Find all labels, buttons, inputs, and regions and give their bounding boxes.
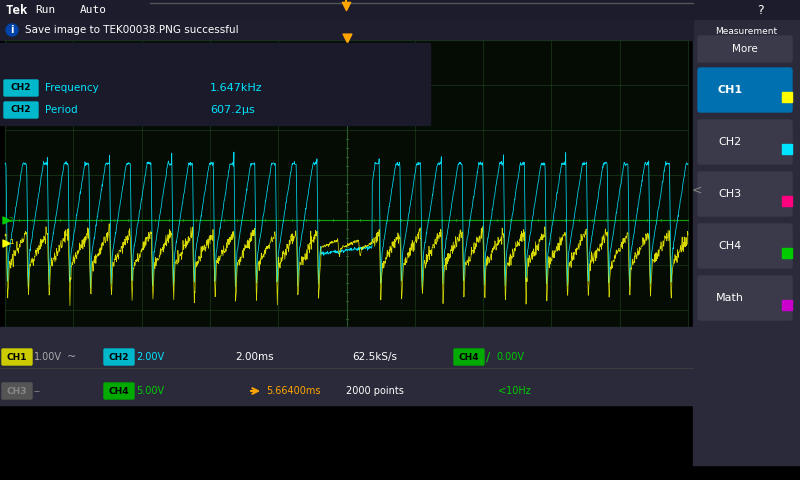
Text: 2000 points: 2000 points	[346, 386, 404, 396]
Text: Period: Period	[45, 105, 78, 115]
Text: 62.5kS/s: 62.5kS/s	[353, 352, 398, 362]
Text: i: i	[10, 25, 14, 35]
Bar	[782, 92, 792, 102]
Text: 5.66400ms: 5.66400ms	[266, 386, 321, 396]
Text: Remove: Remove	[728, 346, 764, 355]
Text: 607.2μs: 607.2μs	[210, 105, 254, 115]
Text: CH2: CH2	[718, 137, 742, 147]
Bar	[782, 196, 792, 206]
FancyBboxPatch shape	[698, 120, 792, 164]
Text: CH4: CH4	[718, 241, 742, 251]
Point	[0, 239, 13, 246]
Bar	[693, 20, 800, 465]
Text: <: <	[692, 183, 702, 196]
Circle shape	[6, 24, 18, 36]
Text: All: All	[740, 358, 752, 367]
FancyBboxPatch shape	[698, 224, 792, 268]
Bar	[0, 43, 430, 125]
Bar	[0, 20, 693, 405]
FancyBboxPatch shape	[698, 68, 792, 112]
FancyBboxPatch shape	[698, 172, 792, 216]
Text: CH2: CH2	[10, 84, 31, 93]
Text: Tek: Tek	[5, 3, 27, 16]
Bar	[0, 327, 800, 405]
FancyBboxPatch shape	[104, 349, 134, 365]
Text: CH1: CH1	[718, 85, 742, 95]
Text: 0.00V: 0.00V	[496, 352, 524, 362]
Point	[340, 34, 353, 42]
Text: CH1: CH1	[6, 352, 27, 361]
Text: CH2: CH2	[109, 352, 130, 361]
Text: ?: ?	[757, 3, 763, 16]
FancyBboxPatch shape	[104, 383, 134, 399]
Text: Save image to TEK00038.PNG successful: Save image to TEK00038.PNG successful	[25, 25, 238, 35]
Bar	[782, 144, 792, 154]
Text: Frequency: Frequency	[45, 83, 98, 93]
Text: Run: Run	[35, 5, 55, 15]
Bar	[782, 248, 792, 258]
FancyBboxPatch shape	[4, 102, 38, 118]
Text: 1.00V: 1.00V	[34, 352, 62, 362]
Text: CH2: CH2	[10, 106, 31, 115]
Point	[339, 2, 352, 10]
FancyBboxPatch shape	[2, 349, 32, 365]
Text: More: More	[732, 44, 758, 54]
Bar	[782, 300, 792, 310]
Text: 1: 1	[9, 240, 14, 245]
Text: Measurement: Measurement	[715, 27, 777, 36]
Text: 1.647kHz: 1.647kHz	[210, 83, 262, 93]
Text: <10Hz: <10Hz	[498, 386, 530, 396]
FancyBboxPatch shape	[2, 383, 32, 399]
Text: CH3: CH3	[718, 189, 742, 199]
Text: 2: 2	[9, 217, 14, 223]
FancyBboxPatch shape	[698, 276, 792, 320]
Bar	[0, 20, 693, 40]
Point	[0, 216, 13, 224]
Text: /: /	[486, 350, 490, 363]
Text: --: --	[34, 386, 41, 396]
Text: Math: Math	[716, 293, 744, 303]
Bar	[0, 0, 800, 20]
Bar	[5, 40, 688, 400]
FancyBboxPatch shape	[454, 349, 484, 365]
Text: Auto: Auto	[80, 5, 107, 15]
Text: 2.00ms: 2.00ms	[236, 352, 274, 362]
Text: 2.00V: 2.00V	[136, 352, 164, 362]
Text: Measurements: Measurements	[715, 370, 777, 379]
Text: CH4: CH4	[458, 352, 479, 361]
FancyBboxPatch shape	[698, 36, 792, 62]
FancyBboxPatch shape	[4, 80, 38, 96]
Text: ~: ~	[67, 352, 76, 362]
Text: CH4: CH4	[109, 386, 130, 396]
Text: 5.00V: 5.00V	[136, 386, 164, 396]
Text: CH3: CH3	[6, 386, 27, 396]
